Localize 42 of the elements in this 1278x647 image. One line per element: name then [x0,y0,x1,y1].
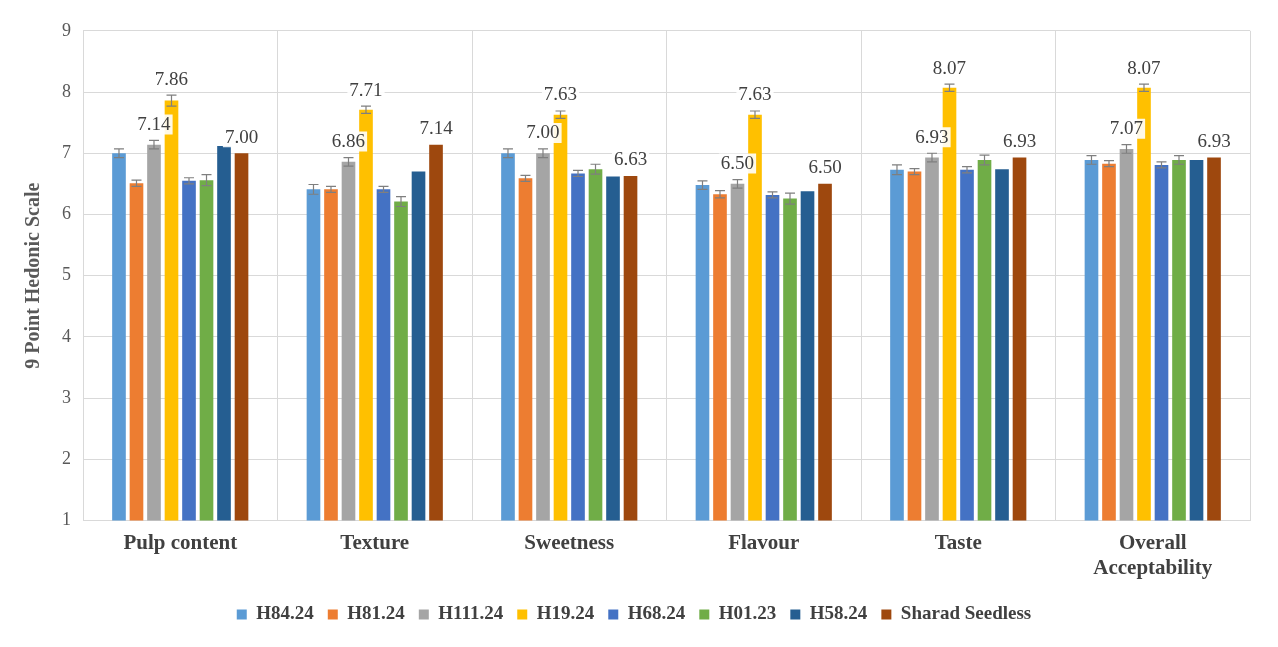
legend-label: H68.24 [627,602,686,624]
data-label: 6.93 [1197,130,1231,152]
data-label: 6.63 [613,148,648,170]
x-tick-label: Taste [934,529,982,554]
legend-label: Sharad Seedless [900,602,1032,624]
y-tick-label: 8 [62,80,71,101]
x-tick-label: Sweetness [524,529,615,554]
data-label: 7.07 [1109,117,1144,139]
legend-label: H111.24 [438,602,504,624]
y-tick-label: 4 [62,325,71,346]
legend-label: H19.24 [536,602,595,624]
x-tick-label: Flavour [728,529,800,554]
data-label: 7.63 [543,83,578,105]
data-label: 6.50 [808,156,842,178]
data-label: 8.07 [1127,56,1161,78]
x-tick-label: Pulp content [123,529,238,554]
data-label: 7.71 [349,78,383,100]
y-tick-label: 2 [62,448,71,469]
y-tick-label: 9 [62,19,71,40]
legend-label: H81.24 [347,602,406,624]
y-tick-label: 7 [62,141,71,162]
data-label: 6.50 [720,152,755,174]
legend-label: H01.23 [718,602,777,624]
legend-label: H58.24 [809,602,868,624]
y-axis-title: 9 Point Hedonic Scale [21,182,44,369]
data-label: 6.86 [331,130,366,152]
data-label: 6.93 [1002,130,1037,152]
x-tick-label: Texture [340,529,410,554]
data-label: 7.63 [738,83,772,105]
data-label: 8.07 [932,56,967,78]
y-tick-label: 5 [62,264,71,285]
legend-label: H84.24 [256,602,315,624]
x-tick-label: Overall Acceptability [1093,529,1213,579]
data-label: 7.00 [526,121,560,143]
data-label: 7.14 [419,117,454,139]
data-label: 7.86 [154,67,189,89]
y-tick-label: 1 [62,509,71,530]
data-label: 7.00 [224,125,259,147]
y-tick-label: 6 [62,203,71,224]
data-label: 6.93 [915,125,949,147]
data-label: 7.14 [137,112,172,134]
y-tick-label: 3 [62,386,71,407]
